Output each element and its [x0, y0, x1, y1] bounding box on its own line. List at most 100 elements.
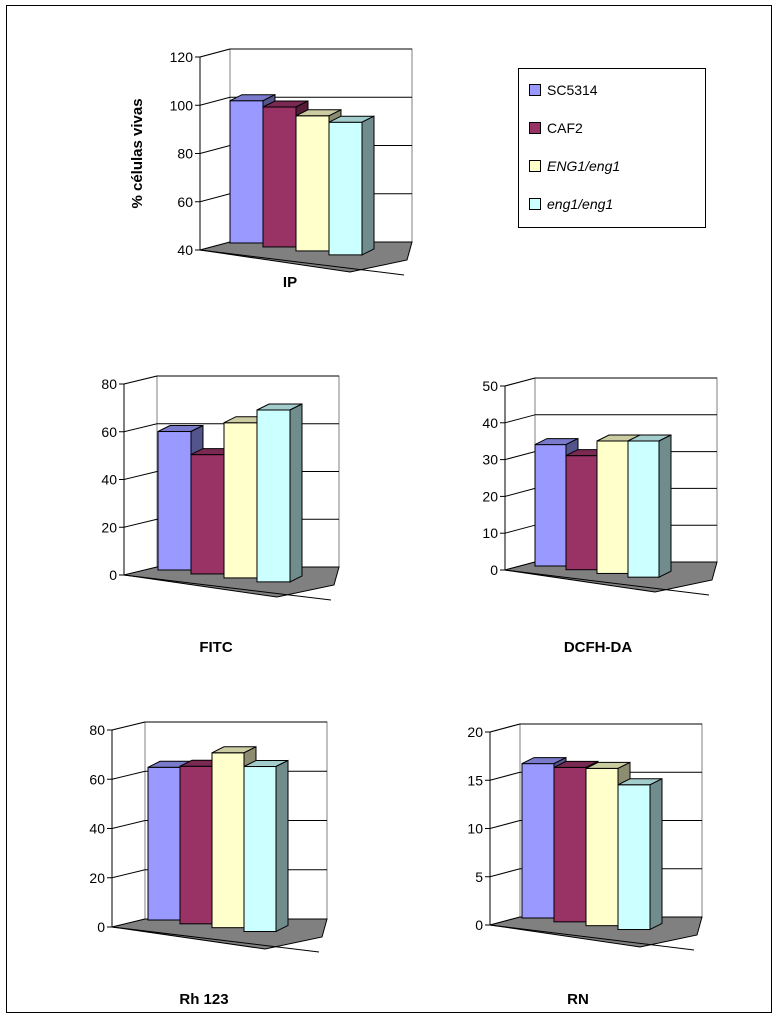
y-tick-label: 10 [482, 525, 498, 541]
legend-item-sc5314: SC5314 [529, 81, 598, 99]
y-tick-label: 0 [490, 562, 498, 578]
gridline-side [489, 820, 521, 829]
bar-4-side [275, 759, 289, 933]
legend-label: ENG1/eng1 [547, 158, 621, 174]
y-tick-label: 50 [482, 378, 498, 394]
bar-4-front [243, 766, 277, 933]
gridline-side [199, 193, 231, 203]
side-wall [504, 377, 536, 571]
x-axis-label: Rh 123 [179, 991, 228, 1008]
y-tick-label: 60 [177, 194, 193, 210]
legend-label: CAF2 [547, 120, 583, 136]
x-axis-label: FITC [199, 639, 232, 656]
x-axis [123, 574, 332, 601]
chart-3: 0 10 20 30 40 50 DCFH-DA [482, 377, 718, 656]
y-tick-label: 40 [482, 415, 498, 431]
gridline-side [504, 451, 536, 461]
legend-swatch [529, 122, 541, 134]
bar-1-front [147, 766, 181, 921]
gridline-side [123, 518, 158, 528]
bar-4-front [256, 409, 291, 583]
y-tick-label: 40 [89, 821, 105, 837]
bar-4-front [328, 121, 363, 256]
y-tick-label: 20 [467, 724, 483, 740]
x-axis [111, 926, 320, 953]
figure-frame [6, 5, 772, 1013]
legend-swatch [529, 84, 541, 96]
y-axis-label: % células vivas [129, 98, 146, 208]
gridline-side [489, 771, 521, 781]
bar-4-side [649, 777, 663, 931]
x-axis-label: DCFH-DA [564, 639, 632, 656]
y-tick-label: 15 [467, 772, 483, 788]
y-tick-label: 0 [97, 919, 105, 935]
y-tick-label: 80 [101, 376, 117, 392]
legend-swatch [529, 198, 541, 210]
bar-1-front [229, 100, 264, 244]
legend-label: SC5314 [547, 82, 598, 98]
gridline-side [199, 96, 231, 106]
y-tick-label: 40 [177, 242, 193, 258]
bar-3-front [585, 767, 619, 927]
y-tick-label: 80 [177, 146, 193, 162]
chart-2: 0 20 40 60 80 FITC [101, 375, 340, 656]
y-tick-label: 0 [109, 567, 117, 583]
gridline-side [504, 487, 536, 497]
bar-3-front [596, 440, 629, 574]
bar-4-side [361, 115, 375, 256]
y-tick-label: 10 [467, 821, 483, 837]
legend-swatch [529, 160, 541, 172]
y-tick-label: 30 [482, 452, 498, 468]
y-tick-label: 20 [89, 870, 105, 886]
y-tick-label: 120 [170, 49, 194, 65]
bar-1-front [521, 763, 555, 919]
gridline-side [199, 48, 231, 58]
legend-item-eng1-het: ENG1/eng1 [529, 157, 620, 175]
bar-2-front [179, 765, 213, 925]
gridline-side [111, 869, 146, 879]
bar-4-front [627, 440, 660, 578]
bar-2-front [262, 106, 297, 248]
x-axis [489, 924, 695, 951]
chart-1: 40 60 80 100 120 IP % células vivas [129, 48, 413, 291]
bar-2-front [565, 455, 598, 571]
gridline-side [504, 414, 536, 424]
y-tick-label: 60 [101, 424, 117, 440]
gridline-side [489, 868, 521, 878]
bar-4-side [658, 434, 672, 579]
bar-3-front [223, 422, 258, 579]
x-axis [199, 249, 405, 276]
chart-5: 0 5 10 15 20 RN [467, 723, 703, 1008]
bar-2-front [190, 454, 225, 575]
gridline-side [111, 820, 146, 829]
bar-2-front [553, 766, 587, 923]
y-tick-label: 60 [89, 771, 105, 787]
y-tick-label: 20 [101, 519, 117, 535]
y-tick-label: 0 [475, 917, 483, 933]
gridline-side [489, 723, 521, 733]
x-axis-label: RN [567, 991, 589, 1008]
gridline-side [123, 471, 158, 480]
bar-3-front [211, 752, 245, 929]
gridline-side [111, 721, 146, 731]
bar-3-front [295, 115, 330, 252]
chart-4: 0 20 40 60 80 Rh 123 [89, 721, 328, 1008]
bar-4-front [617, 784, 651, 931]
gridline-side [199, 145, 231, 154]
gridline-side [123, 375, 158, 385]
legend-item-caf2: CAF2 [529, 119, 583, 137]
y-tick-label: 5 [475, 869, 483, 885]
gridline-side [504, 377, 536, 387]
x-axis-label: IP [283, 274, 297, 291]
gridline-side [111, 770, 146, 780]
x-axis [504, 569, 710, 596]
y-tick-label: 80 [89, 722, 105, 738]
bar-1-front [534, 444, 567, 567]
bar-4-side [289, 403, 303, 583]
legend-label: eng1/eng1 [547, 196, 614, 212]
legend-item-eng1-null: eng1/eng1 [529, 195, 613, 213]
legend: SC5314 CAF2 ENG1/eng1 eng1/eng1 [518, 68, 706, 228]
y-tick-label: 40 [101, 472, 117, 488]
bar-1-front [157, 431, 192, 571]
